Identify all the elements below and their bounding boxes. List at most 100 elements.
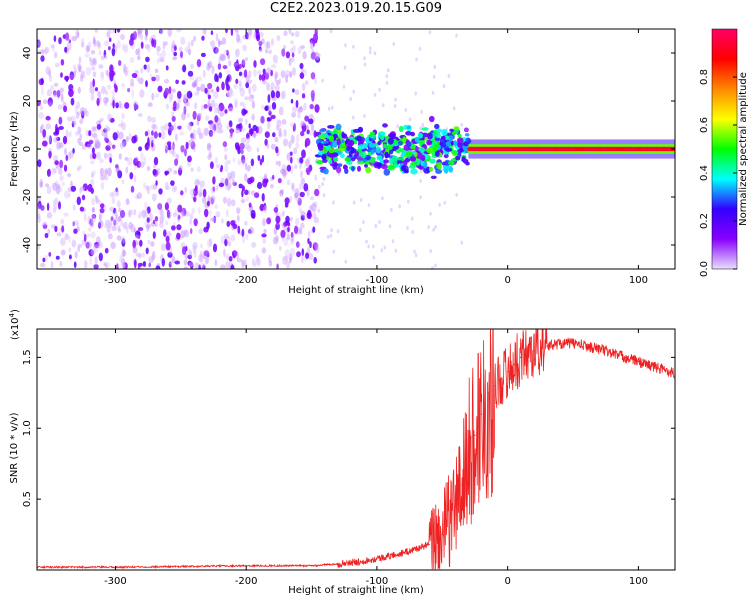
noise-speckle xyxy=(45,123,51,130)
noise-speckle xyxy=(194,262,200,269)
noise-speckle xyxy=(308,131,314,136)
noise-speckle xyxy=(166,231,172,237)
noise-speckle xyxy=(64,233,69,241)
signal-blob xyxy=(429,115,435,123)
signal-blob xyxy=(321,133,329,138)
noise-speckle xyxy=(255,30,260,40)
svg-text:(x104): (x104) xyxy=(8,309,21,340)
noise-speckle xyxy=(171,185,177,193)
noise-speckle xyxy=(227,240,232,247)
noise-speckle xyxy=(89,59,95,67)
noise-speckle xyxy=(290,238,295,245)
noise-speckle xyxy=(244,221,248,226)
noise-speckle xyxy=(363,62,367,67)
noise-speckle xyxy=(267,117,272,122)
signal-blob xyxy=(321,153,327,161)
noise-speckle xyxy=(214,115,219,123)
snr-data-point xyxy=(480,413,483,415)
noise-speckle xyxy=(434,225,437,229)
noise-speckle xyxy=(95,40,100,47)
noise-speckle xyxy=(172,56,178,61)
noise-speckle xyxy=(76,101,81,109)
noise-speckle xyxy=(183,96,187,105)
noise-speckle xyxy=(84,53,90,58)
noise-speckle xyxy=(300,68,305,73)
noise-speckle xyxy=(75,131,80,136)
noise-speckle xyxy=(244,142,250,150)
noise-speckle xyxy=(55,186,61,195)
noise-speckle xyxy=(91,147,95,155)
noise-speckle xyxy=(255,126,260,134)
noise-speckle xyxy=(116,29,121,33)
noise-speckle xyxy=(270,184,274,189)
noise-speckle xyxy=(202,188,207,198)
noise-speckle xyxy=(284,202,289,208)
signal-blob xyxy=(464,133,470,137)
noise-speckle xyxy=(266,82,270,92)
noise-speckle xyxy=(37,39,41,48)
noise-speckle xyxy=(260,58,266,66)
noise-speckle xyxy=(69,74,75,80)
snr-data-point xyxy=(624,356,626,358)
noise-speckle xyxy=(173,51,177,57)
noise-speckle xyxy=(283,129,287,137)
noise-speckle xyxy=(213,124,217,131)
noise-speckle xyxy=(174,45,177,51)
noise-speckle xyxy=(42,224,48,229)
signal-blob xyxy=(397,140,403,146)
x-tick-label: -100 xyxy=(366,576,389,587)
noise-speckle xyxy=(258,74,262,81)
noise-speckle xyxy=(68,84,74,91)
noise-speckle xyxy=(251,241,257,248)
noise-speckle xyxy=(314,174,317,182)
signal-blob xyxy=(351,166,355,172)
signal-peak xyxy=(610,147,616,151)
noise-speckle xyxy=(278,133,283,138)
signal-blob xyxy=(417,152,423,160)
noise-speckle xyxy=(309,196,315,201)
noise-speckle xyxy=(106,84,112,90)
signal-peak xyxy=(473,147,479,151)
noise-speckle xyxy=(250,94,255,99)
noise-speckle xyxy=(196,112,203,117)
noise-speckle xyxy=(71,120,75,128)
noise-speckle xyxy=(209,131,214,137)
noise-speckle xyxy=(94,256,98,265)
noise-speckle xyxy=(124,156,129,161)
noise-speckle xyxy=(204,87,208,94)
noise-speckle xyxy=(130,224,136,233)
noise-speckle xyxy=(89,256,93,265)
noise-speckle xyxy=(197,127,201,135)
noise-speckle xyxy=(226,75,230,82)
noise-speckle xyxy=(147,102,153,108)
noise-speckle xyxy=(431,266,434,269)
noise-speckle xyxy=(307,230,311,238)
noise-speckle xyxy=(75,111,80,119)
noise-speckle xyxy=(293,225,299,234)
signal-blob xyxy=(406,125,411,130)
noise-speckle xyxy=(169,260,173,265)
noise-speckle xyxy=(305,252,310,259)
noise-speckle xyxy=(304,115,310,122)
noise-speckle xyxy=(50,44,55,49)
noise-speckle xyxy=(153,164,156,169)
signal-blob xyxy=(369,157,376,164)
noise-speckle xyxy=(137,262,143,267)
noise-speckle xyxy=(275,90,281,99)
noise-speckle xyxy=(162,213,165,223)
noise-speckle xyxy=(245,82,250,89)
noise-speckle xyxy=(194,79,197,88)
noise-speckle xyxy=(287,226,290,233)
noise-speckle xyxy=(50,261,54,269)
noise-speckle xyxy=(193,146,196,153)
noise-speckle xyxy=(122,262,126,269)
noise-speckle xyxy=(270,90,276,99)
noise-speckle xyxy=(145,56,150,63)
noise-speckle xyxy=(80,38,85,43)
noise-speckle xyxy=(183,229,188,236)
noise-speckle xyxy=(60,93,64,101)
noise-speckle xyxy=(175,79,179,85)
noise-speckle xyxy=(74,105,78,114)
noise-speckle xyxy=(386,68,390,73)
noise-speckle xyxy=(223,49,228,55)
